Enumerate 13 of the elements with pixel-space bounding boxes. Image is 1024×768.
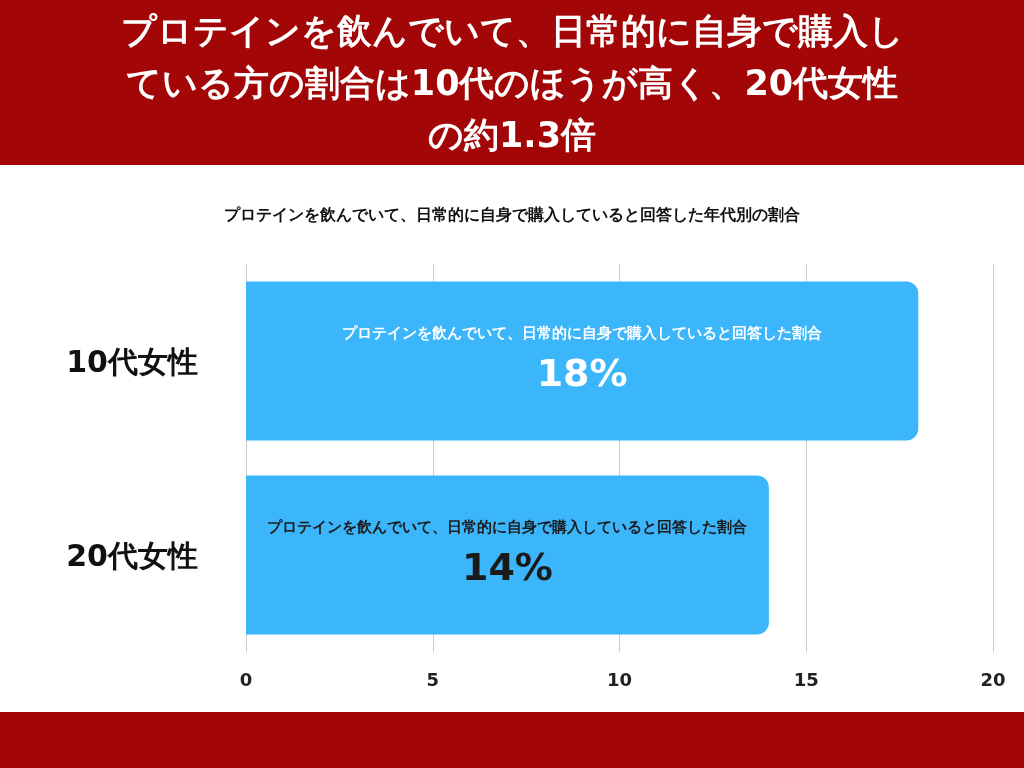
- y-tick-label: 20代女性: [66, 537, 198, 573]
- data-label: 18%: [536, 351, 628, 395]
- text: プロテインを飲んでいて、日常的に自身で購入していると回答した割合: [342, 324, 823, 342]
- x-tick-label: 5: [426, 668, 440, 690]
- chart-title: プロテインを飲んでいて、日常的に自身で購入している方の割合は10代のほうが高く、20代女性の約1.3倍: [0, 0, 1024, 165]
- x-tick-label: 20: [980, 668, 1006, 690]
- x-tick-label: 10: [606, 668, 633, 690]
- series-label: プロテインを飲んでいて、日常的に自身で購入していると回答した割合: [267, 518, 748, 536]
- y-tick-label: 10代女性: [66, 343, 198, 379]
- x-tick-label: 15: [793, 668, 819, 690]
- data-label: 14%: [461, 545, 553, 589]
- chart-subtitle: プロテインを飲んでいて、日常的に自身で購入していると回答した年代別の割合: [224, 204, 800, 224]
- x-tick-label: 0: [239, 668, 253, 690]
